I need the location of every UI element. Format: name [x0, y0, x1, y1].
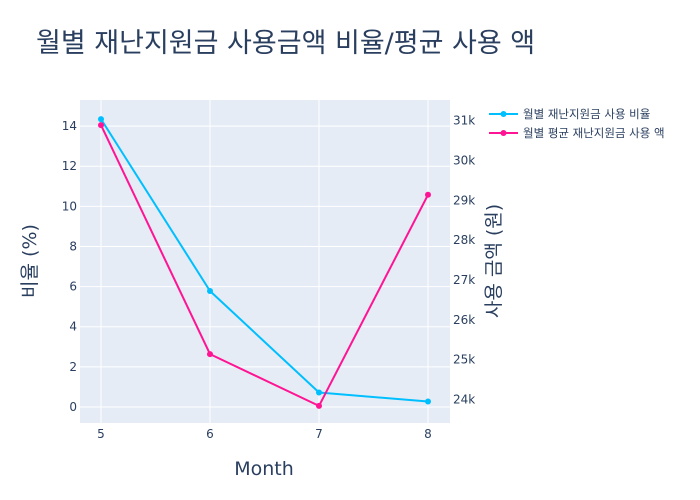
- y-axis-title: 비율 (%): [19, 224, 41, 298]
- x-tick-label: 7: [315, 427, 323, 441]
- series-2-point: [316, 402, 322, 409]
- x-tick-label: 8: [424, 427, 432, 441]
- y2-axis-title: 사용 금액 (원): [483, 204, 505, 318]
- y2-tick-label: 27k: [453, 273, 475, 287]
- y-tick-label: 14: [62, 119, 77, 133]
- series-2: [98, 122, 431, 409]
- series-1-point: [207, 288, 213, 294]
- y2-tick-label: 30k: [453, 154, 475, 168]
- y-tick-label: 10: [62, 199, 77, 213]
- y2-tick-label: 24k: [453, 393, 475, 407]
- y-tick-label: 12: [62, 159, 77, 173]
- series-2-point: [425, 191, 431, 198]
- series-1-point: [98, 116, 104, 123]
- y-tick-label: 8: [69, 239, 77, 253]
- series-1: [98, 116, 431, 405]
- series-2-line: [100, 124, 429, 407]
- y2-tick-label: 25k: [453, 353, 475, 367]
- x-tick-label: 5: [97, 427, 105, 441]
- y2-tick-label: 28k: [453, 233, 475, 247]
- series-2-point: [207, 351, 213, 358]
- series-group: [98, 116, 431, 409]
- legend-label: 월별 평균 재난지원금 사용 액: [523, 126, 665, 140]
- legend-item-2[interactable]: 월별 평균 재난지원금 사용 액: [489, 126, 665, 140]
- y2-tick-label: 26k: [453, 313, 475, 327]
- y-tick-label: 2: [69, 360, 77, 374]
- plot-area: [80, 100, 450, 423]
- tick-labels: 5 6 7 8 0 2 4 6 8 10 12 14 24k 25k 26k 27k 28k 29k 30k 31k: [62, 114, 476, 441]
- y-tick-label: 6: [69, 280, 77, 294]
- legend-swatch-marker: [500, 130, 507, 136]
- legend-swatch-marker: [500, 111, 507, 117]
- y-tick-label: 4: [69, 320, 77, 334]
- series-2-point: [98, 122, 104, 129]
- y-tick-label: 0: [69, 400, 77, 414]
- x-tick-label: 6: [206, 427, 214, 441]
- legend-item-1[interactable]: 월별 재난지원금 사용 비율: [489, 107, 650, 121]
- y2-tick-label: 29k: [453, 193, 475, 207]
- x-axis-title: Month: [234, 458, 294, 480]
- chart-title: 월별 재난지원금 사용금액 비율/평균 사용 액: [36, 28, 535, 59]
- y2-tick-label: 31k: [453, 114, 475, 128]
- series-1-line: [100, 118, 429, 403]
- series-1-point: [425, 398, 431, 405]
- series-1-point: [316, 389, 322, 396]
- legend-label: 월별 재난지원금 사용 비율: [523, 107, 650, 121]
- grid: [80, 100, 450, 423]
